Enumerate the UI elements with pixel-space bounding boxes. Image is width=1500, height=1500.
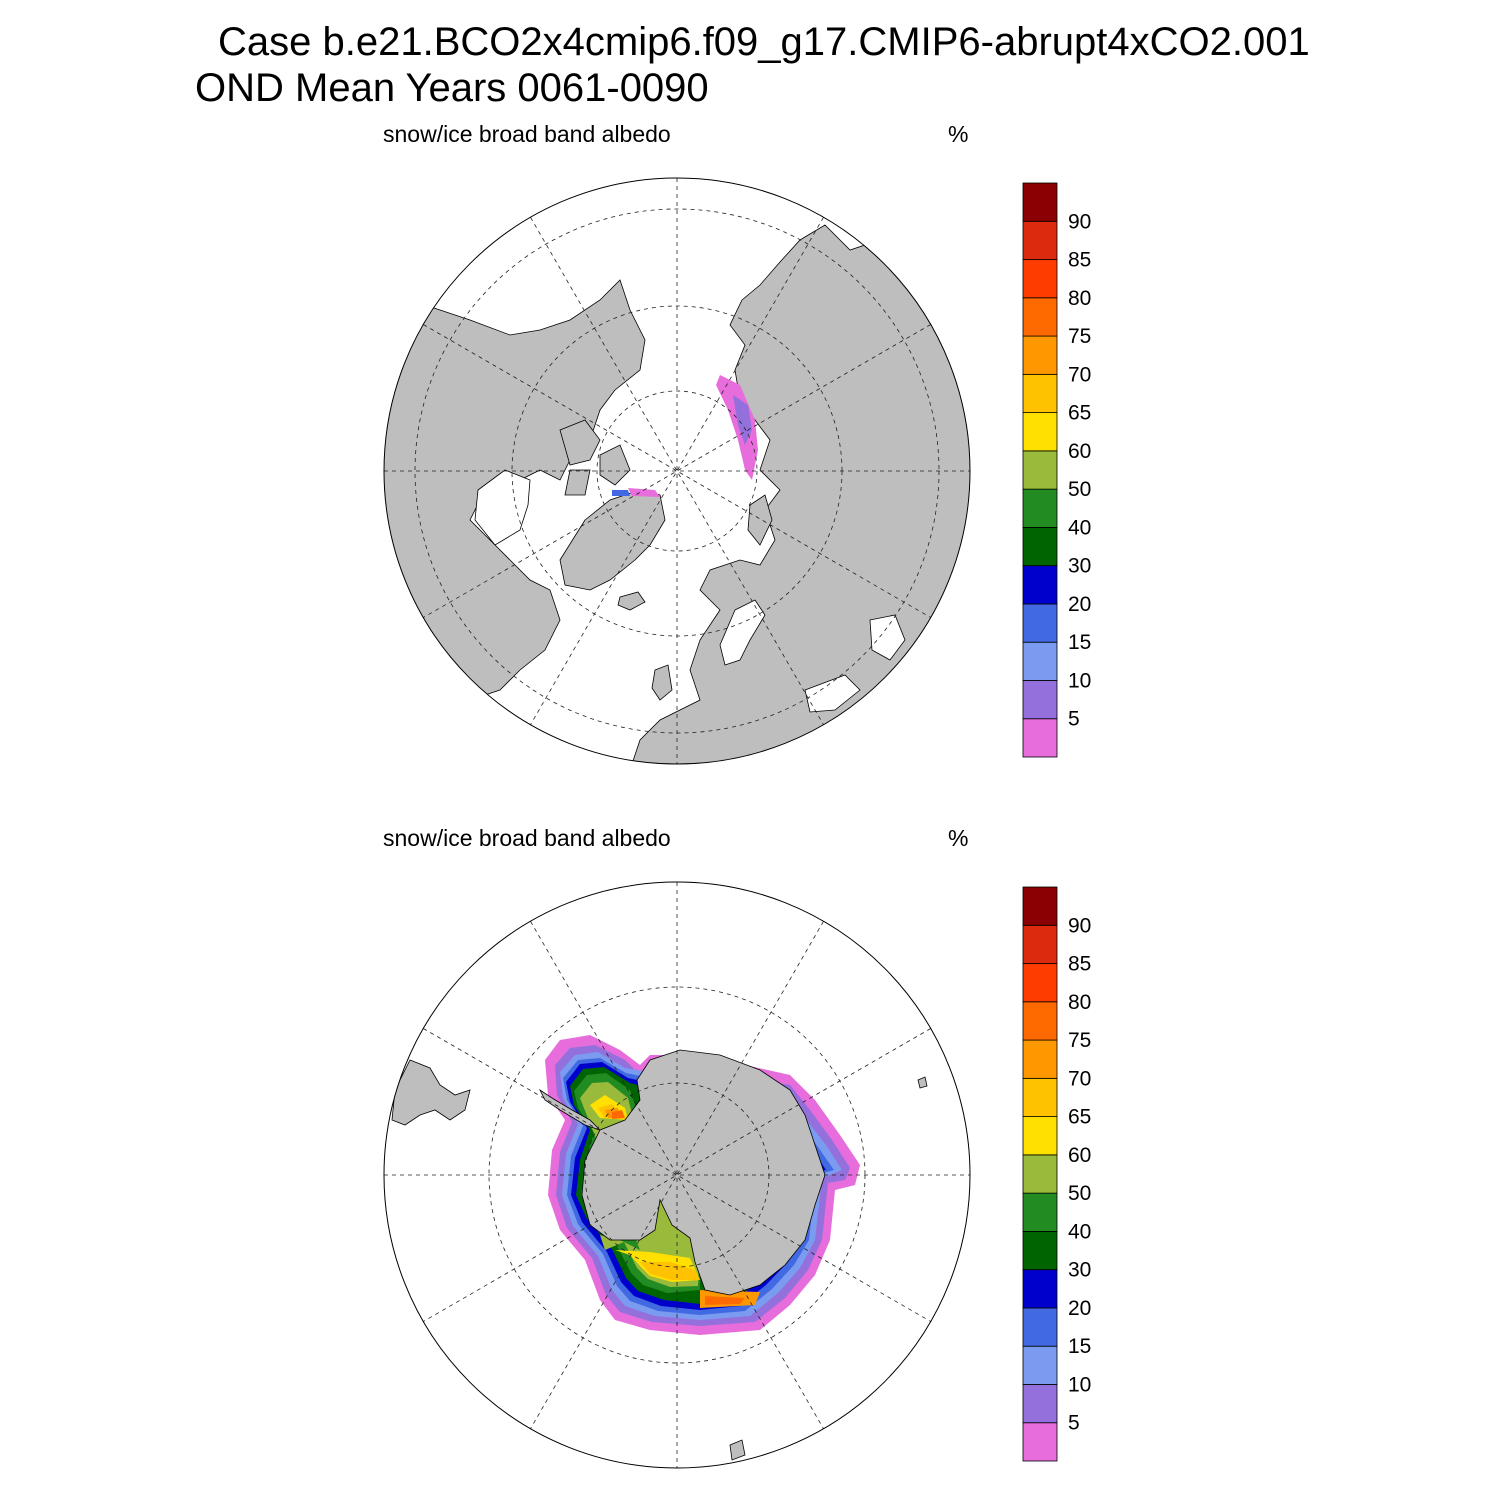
south-colorbar-box (1022, 886, 1058, 926)
south-graticule (384, 882, 970, 1468)
north-colorbar-tick-label: 70 (1068, 363, 1091, 386)
north-colorbar-box (1022, 603, 1058, 643)
south-america-tip (391, 1059, 471, 1126)
north-colorbar-tick-label: 30 (1068, 555, 1091, 578)
south-colorbar-tick-label: 80 (1068, 991, 1091, 1014)
north-map-border (383, 177, 971, 765)
north-colorbar-box (1022, 565, 1058, 605)
hudson-bay (474, 469, 531, 546)
north-colorbar-box (1022, 373, 1058, 413)
figure-title-line-1: Case b.e21.BCO2x4cmip6.f09_g17.CMIP6-abr… (218, 20, 1310, 64)
north-colorbar-tick-label: 40 (1068, 516, 1091, 539)
sub-antarctic-island-2 (917, 1076, 928, 1089)
north-colorbar-tick-label: 85 (1068, 249, 1091, 272)
south-colorbar-box (1022, 1039, 1058, 1079)
south-colorbar-box (1022, 1345, 1058, 1385)
south-polar-map (383, 881, 971, 1469)
south-colorbar-tick-label: 30 (1068, 1259, 1091, 1282)
north-colorbar-tick-label: 20 (1068, 593, 1091, 616)
south-colorbar-tick-label: 75 (1068, 1029, 1091, 1052)
north-colorbar-tick-label: 10 (1068, 669, 1091, 692)
north-colorbar-box (1022, 182, 1058, 222)
south-colorbar-tick-label: 70 (1068, 1067, 1091, 1090)
south-colorbar-box (1022, 1077, 1058, 1117)
north-colorbar-tick-label: 5 (1068, 708, 1080, 731)
north-albedo-contours (612, 375, 758, 497)
south-colorbar-box (1022, 1154, 1058, 1194)
south-colorbar-box (1022, 1269, 1058, 1309)
antarctic-peninsula (538, 1088, 601, 1131)
north-colorbar-tick-label: 90 (1068, 210, 1091, 233)
south-colorbar-box (1022, 1001, 1058, 1041)
south-colorbar-box (1022, 924, 1058, 964)
north-colorbar-box (1022, 412, 1058, 452)
south-colorbar-tick-label: 20 (1068, 1297, 1091, 1320)
north-colorbar-tick-label: 65 (1068, 402, 1091, 425)
north-colorbar-box (1022, 297, 1058, 337)
south-colorbar-tick-label: 90 (1068, 914, 1091, 937)
north-albedo-band-20 (612, 490, 630, 496)
south-colorbar-box (1022, 1231, 1058, 1271)
south-colorbar-tick-label: 40 (1068, 1220, 1091, 1243)
south-units-label: % (948, 825, 969, 851)
north-colorbar-box (1022, 335, 1058, 375)
north-colorbar-box (1022, 220, 1058, 260)
north-albedo-band-10 (733, 395, 752, 445)
north-units-label: % (948, 121, 969, 147)
figure-title-line-2: OND Mean Years 0061-0090 (195, 66, 709, 110)
south-colorbar-box (1022, 1422, 1058, 1462)
north-colorbar-box (1022, 488, 1058, 528)
north-colorbar-box (1022, 718, 1058, 758)
south-variable-label: snow/ice broad band albedo (383, 825, 671, 851)
south-colorbar-tick-label: 15 (1068, 1335, 1091, 1358)
south-colorbar-box (1022, 963, 1058, 1003)
south-colorbar-tick-label: 5 (1068, 1412, 1080, 1435)
south-colorbar-box (1022, 1116, 1058, 1156)
south-colorbar-tick-label: 60 (1068, 1144, 1091, 1167)
south-colorbar-tick-label: 10 (1068, 1373, 1091, 1396)
south-colorbar-tick-label: 65 (1068, 1106, 1091, 1129)
north-colorbar-tick-label: 80 (1068, 287, 1091, 310)
north-colorbar-box (1022, 527, 1058, 567)
north-colorbar: 5 10 15 20 30 40 50 60 65 70 75 80 85 90 (1022, 182, 1091, 758)
north-colorbar-box (1022, 641, 1058, 681)
south-colorbar-tick-label: 85 (1068, 953, 1091, 976)
north-colorbar-box (1022, 259, 1058, 299)
black-sea (804, 674, 861, 713)
north-colorbar-box (1022, 450, 1058, 490)
baltic-sea (719, 599, 766, 666)
novaya-zemlya (747, 494, 773, 546)
iceland (617, 591, 646, 611)
north-albedo-band-5 (716, 375, 758, 480)
north-graticule (384, 178, 970, 764)
north-colorbar-tick-label: 60 (1068, 440, 1091, 463)
south-albedo-band-65 (590, 1095, 700, 1282)
north-colorbar-tick-label: 15 (1068, 631, 1091, 654)
north-colorbar-tick-label: 50 (1068, 478, 1091, 501)
caspian-sea (869, 614, 906, 661)
north-variable-label: snow/ice broad band albedo (383, 121, 671, 147)
south-colorbar-box (1022, 1307, 1058, 1347)
south-colorbar: 5 10 15 20 30 40 50 60 65 70 75 80 85 90 (1022, 886, 1091, 1462)
north-colorbar-box (1022, 680, 1058, 720)
south-colorbar-tick-label: 50 (1068, 1182, 1091, 1205)
south-colorbar-box (1022, 1384, 1058, 1424)
north-colorbar-tick-label: 75 (1068, 325, 1091, 348)
british-isles (651, 664, 673, 701)
north-albedo-band-5-b (628, 488, 660, 497)
south-colorbar-box (1022, 1192, 1058, 1232)
canadian-arctic-islands (559, 419, 631, 496)
north-land-masses (384, 224, 970, 764)
north-polar-map (383, 177, 971, 765)
south-map-border (383, 881, 971, 1469)
sub-antarctic-island (729, 1439, 746, 1461)
